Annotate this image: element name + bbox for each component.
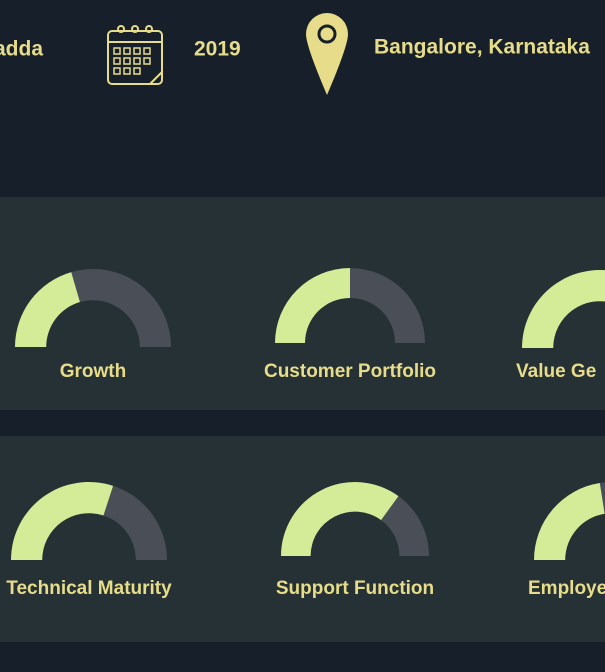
gauge-track	[381, 496, 429, 556]
location-icon	[306, 13, 348, 95]
gauge-track	[350, 268, 425, 343]
gauge-label: Technical Maturity	[6, 578, 172, 599]
gauge-track	[103, 485, 167, 560]
header-location: Bangalore, Karnataka	[374, 36, 590, 59]
gauge-fill	[281, 482, 399, 556]
calendar-icon	[107, 25, 163, 85]
gauge-track	[599, 482, 605, 514]
gauge-fill	[11, 482, 114, 560]
gauge-label: Support Function	[276, 578, 434, 599]
gauge-label: Value Ge	[516, 361, 596, 382]
gauge-label: Growth	[60, 361, 127, 382]
gauge-fill	[275, 268, 350, 343]
gauge-fill	[534, 482, 605, 560]
header-name: adda	[0, 38, 43, 61]
gauge-fill	[15, 272, 80, 347]
header-year: 2019	[194, 38, 241, 61]
gauge-track	[71, 269, 171, 347]
gauge-fill	[522, 270, 605, 348]
gauge-label: Customer Portfolio	[264, 361, 436, 382]
gauge-label: Employe	[528, 578, 605, 599]
